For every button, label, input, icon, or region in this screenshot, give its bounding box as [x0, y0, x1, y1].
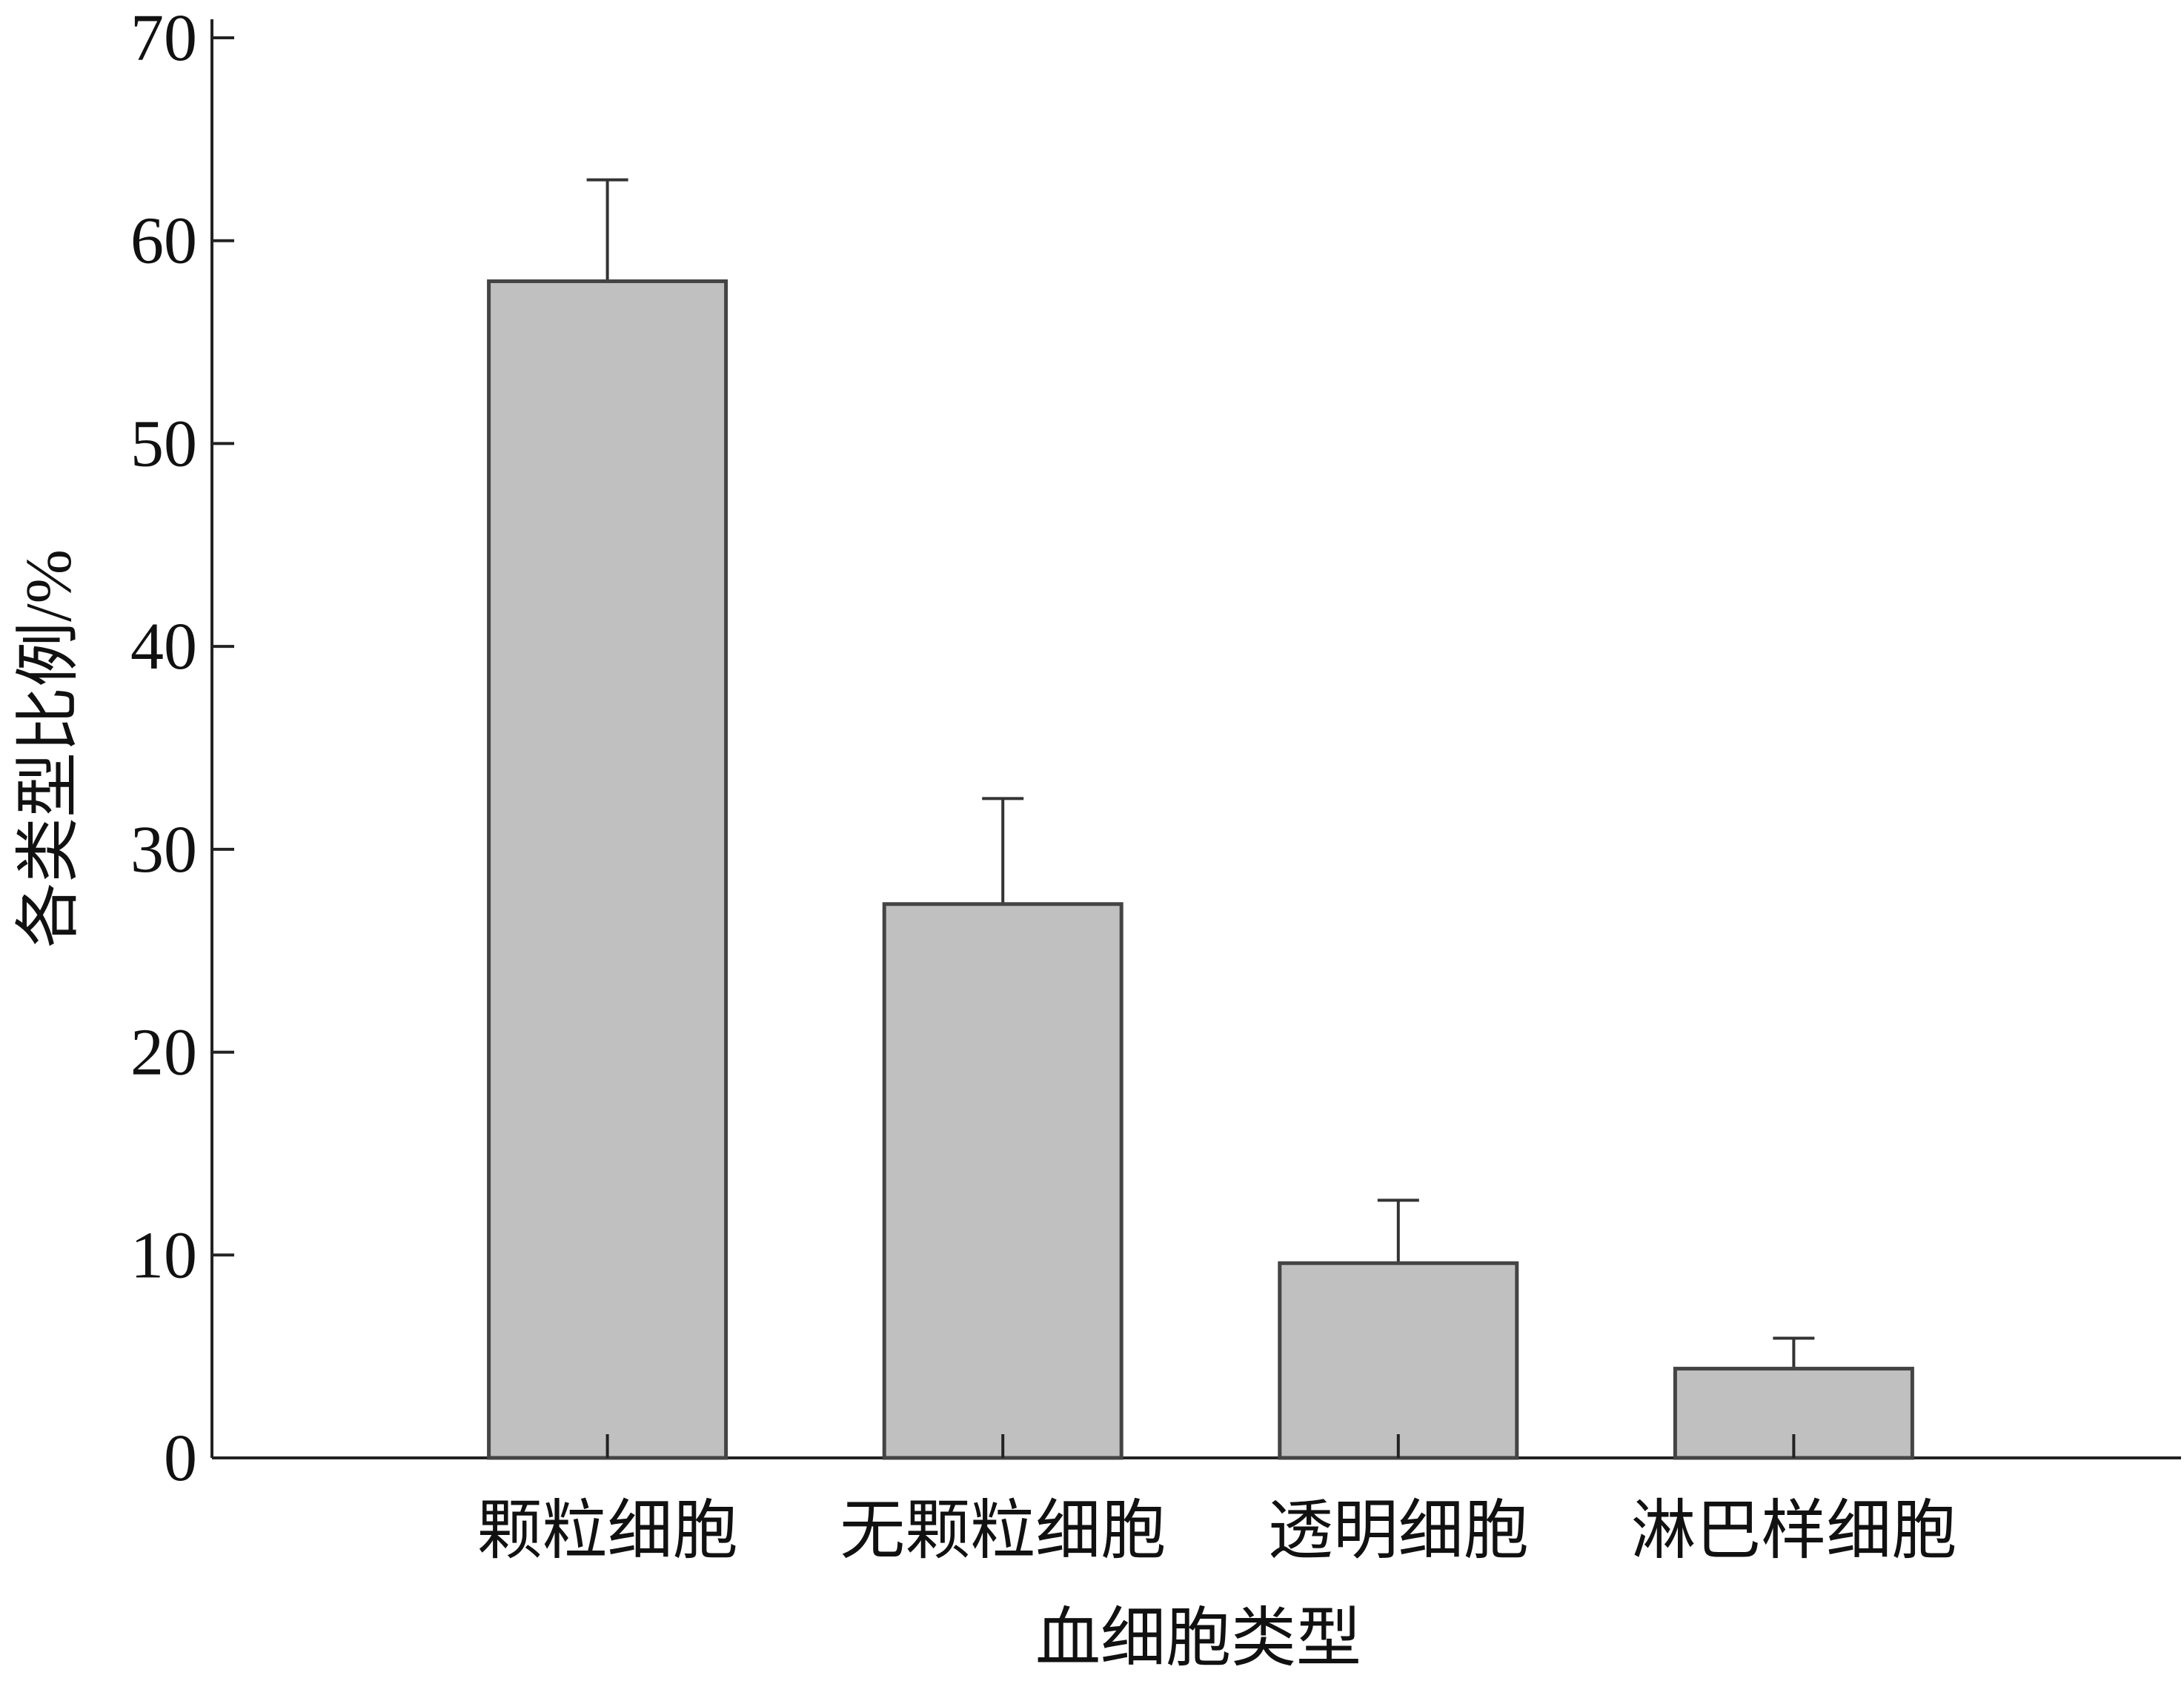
x-axis-title: 血细胞类型 [1035, 1603, 1361, 1675]
x-tick-label: 无颗粒细胞 [840, 1496, 1166, 1568]
bar [1278, 1261, 1519, 1460]
y-tick-label: 60 [130, 205, 197, 278]
x-tick-label: 淋巴样细胞 [1630, 1496, 1956, 1568]
y-tick-label: 20 [130, 1016, 197, 1090]
bar [487, 279, 728, 1460]
bar [882, 902, 1123, 1460]
y-tick-label: 0 [164, 1422, 197, 1495]
x-tick-label: 透明细胞 [1268, 1496, 1529, 1568]
y-tick-label: 30 [130, 813, 197, 886]
y-axis-title: 各类型比例/% [13, 549, 85, 948]
x-tick-label: 颗粒细胞 [477, 1496, 738, 1568]
y-tick-label: 10 [130, 1219, 197, 1292]
y-tick-label: 50 [130, 407, 197, 480]
y-tick-label: 40 [130, 610, 197, 683]
y-tick-label: 70 [130, 1, 197, 75]
